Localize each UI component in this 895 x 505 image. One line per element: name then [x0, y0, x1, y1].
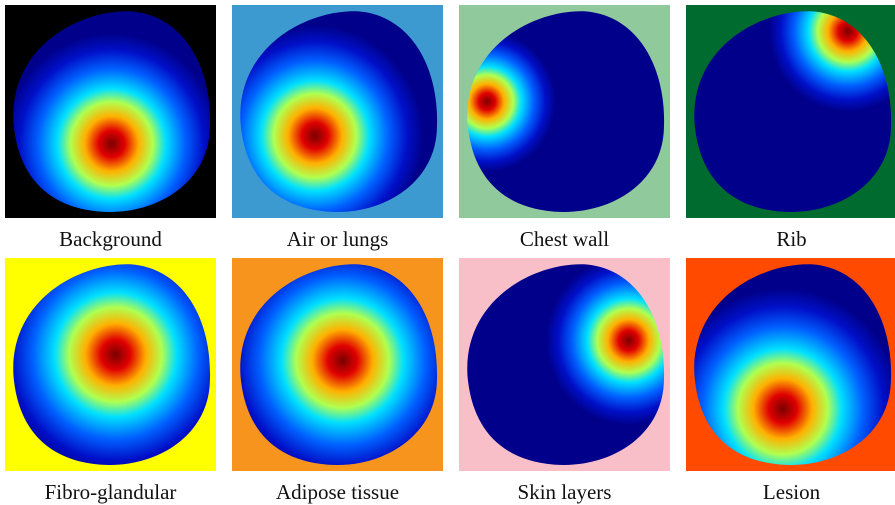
caption: Fibro-glandular	[45, 480, 177, 504]
caption: Adipose tissue	[276, 480, 399, 504]
panel: Skin layers	[459, 258, 670, 504]
panel: Adipose tissue	[232, 258, 443, 504]
caption: Air or lungs	[287, 227, 389, 251]
caption: Lesion	[763, 480, 821, 504]
caption: Background	[59, 227, 162, 251]
caption: Rib	[776, 227, 806, 251]
panel: Rib	[686, 5, 895, 251]
panel: Fibro-glandular	[5, 258, 216, 504]
figure: Background Air or lungs Chest wall Rib Fibro…	[0, 0, 895, 505]
panel: Lesion	[686, 258, 895, 504]
caption: Skin layers	[518, 480, 612, 504]
panel: Chest wall	[459, 5, 670, 251]
panel: Air or lungs	[232, 5, 443, 251]
caption: Chest wall	[520, 227, 609, 251]
panel: Background	[5, 5, 216, 251]
